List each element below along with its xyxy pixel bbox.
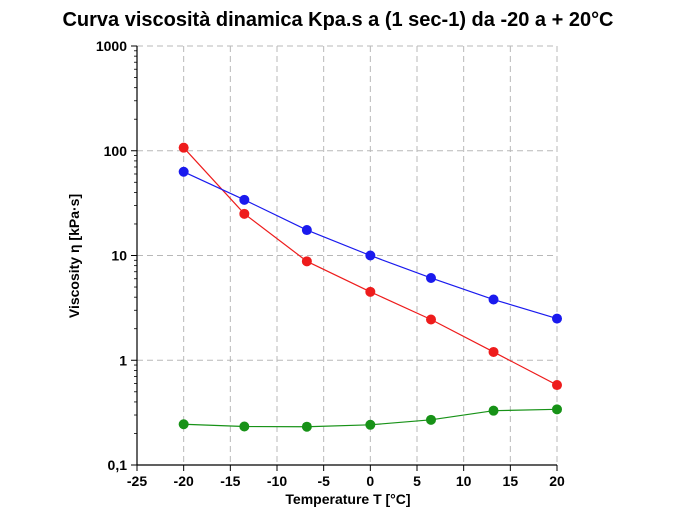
axes (131, 45, 558, 471)
data-point (178, 166, 189, 177)
data-point (488, 405, 499, 416)
x-tick-label: 0 (366, 473, 374, 489)
y-tick-label: 100 (104, 143, 128, 159)
x-tick-label: -10 (267, 473, 287, 489)
x-tick-label: 10 (456, 473, 472, 489)
y-tick-label: 10 (111, 248, 127, 264)
data-point (426, 272, 436, 283)
x-tick-label: 20 (549, 473, 565, 489)
x-tick-label: -20 (174, 473, 194, 489)
x-axis-label: Temperature T [°C] (285, 491, 410, 507)
tick-labels: -25 -20 -15 -10 -5 0 5 10 15 20 0,1 1 10 100 1000 (96, 38, 565, 489)
data-point (239, 208, 250, 219)
series-1 (178, 142, 562, 391)
data-point (552, 313, 562, 324)
series-2 (178, 166, 562, 324)
data-point (426, 314, 436, 325)
data-point (239, 421, 250, 432)
grid (137, 45, 558, 465)
y-tick-label: 0,1 (108, 457, 128, 473)
data-point (301, 225, 312, 236)
y-axis-label: Viscosity η [kPa·s] (66, 194, 82, 318)
x-tick-label: 15 (503, 473, 519, 489)
data-point (239, 194, 250, 205)
data-point (552, 404, 562, 415)
data-point (365, 286, 376, 297)
x-tick-label: -25 (127, 473, 147, 489)
data-point (426, 414, 436, 425)
data-point (365, 419, 376, 430)
series (178, 142, 562, 432)
x-tick-label: 5 (413, 473, 421, 489)
data-point (488, 346, 499, 357)
series-3 (178, 404, 562, 432)
y-tick-label: 1 (119, 352, 127, 368)
data-point (178, 142, 189, 153)
data-point (301, 256, 312, 267)
data-point (488, 294, 499, 305)
y-tick-label: 1000 (96, 38, 127, 54)
x-tick-label: -15 (220, 473, 240, 489)
data-point (552, 380, 562, 391)
data-point (365, 250, 376, 261)
x-tick-label: -5 (317, 473, 330, 489)
data-point (301, 421, 312, 432)
data-point (178, 419, 189, 430)
chart-title: Curva viscosità dinamica Kpa.s a (1 sec-… (62, 9, 613, 31)
